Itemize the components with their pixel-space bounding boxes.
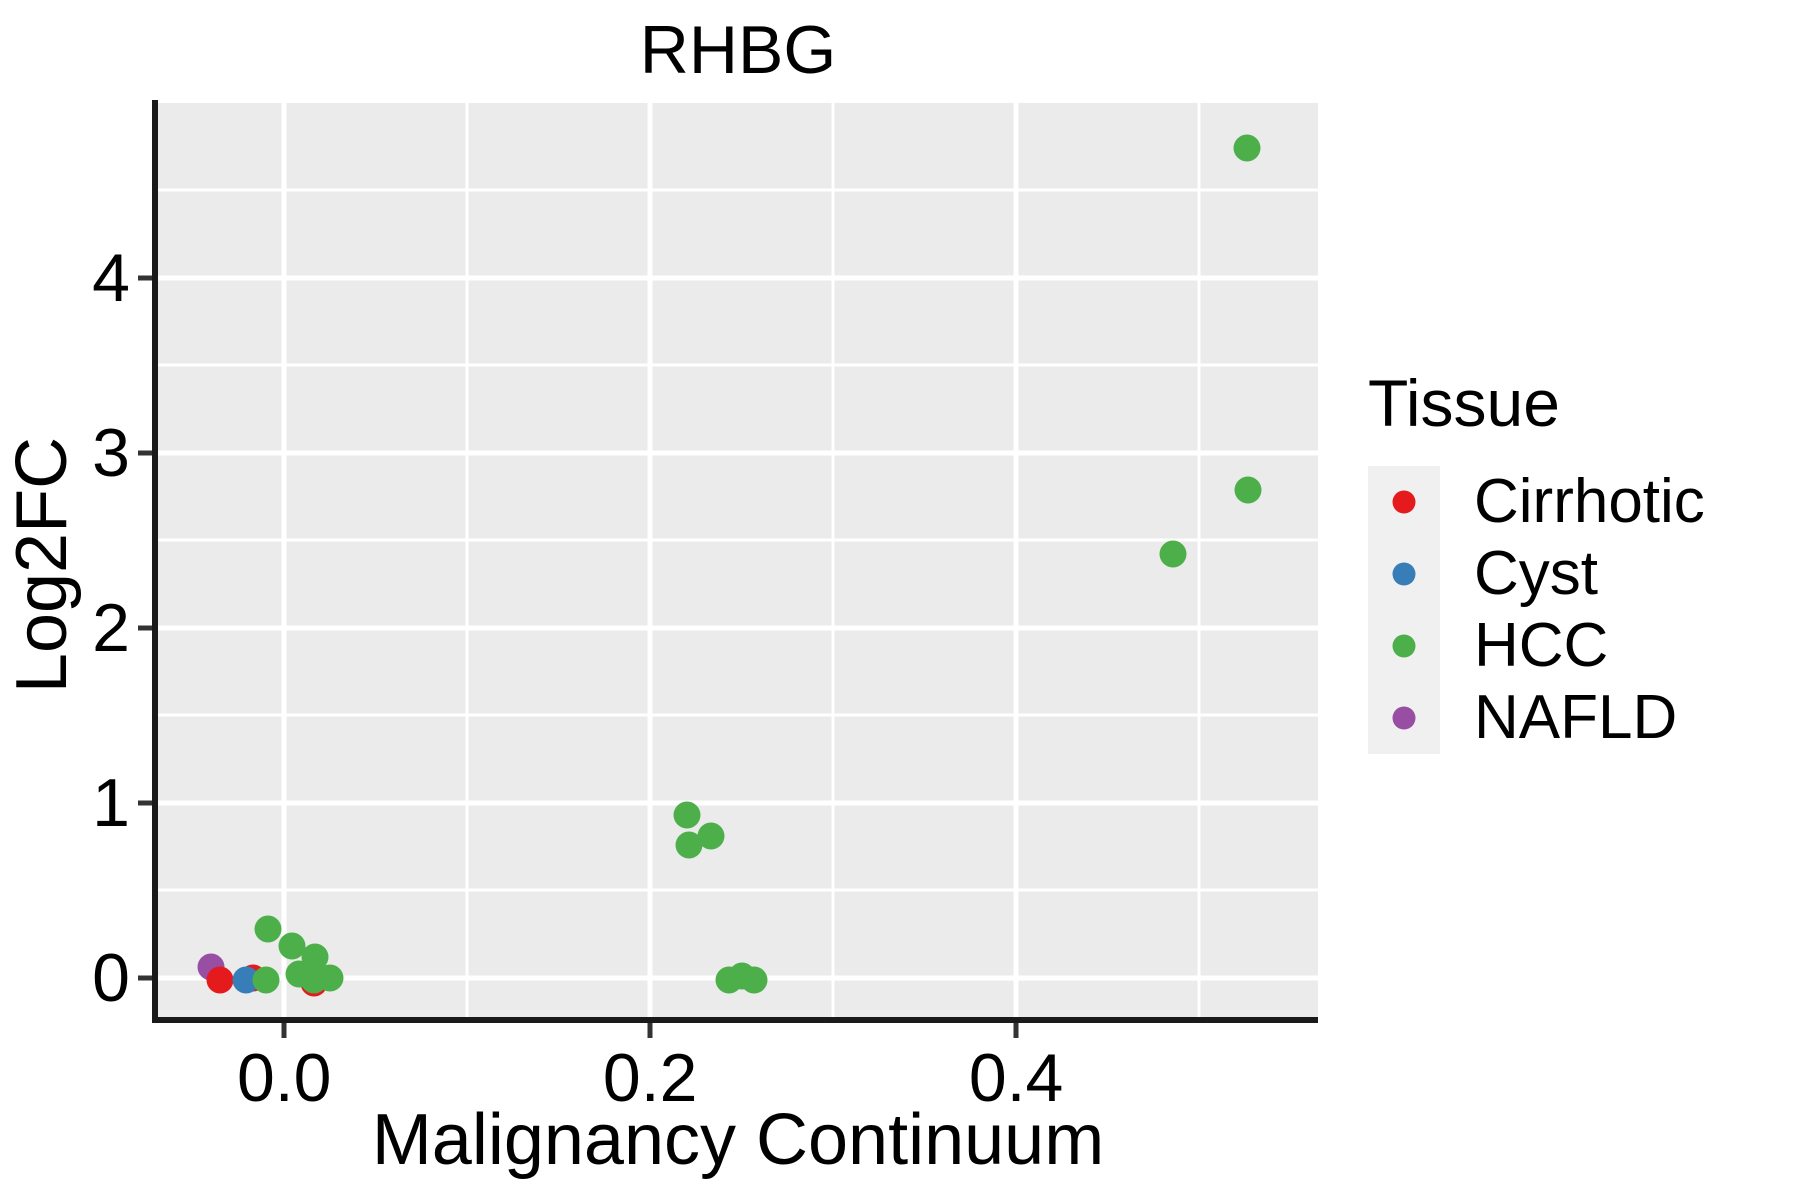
legend-row-cirrhotic: Cirrhotic	[1368, 466, 1788, 538]
x-tick-label: 0.2	[602, 1040, 698, 1116]
y-axis-title: Log2FC	[2, 436, 82, 694]
scatter-point-hcc	[1234, 476, 1262, 504]
x-axis-title: Malignancy Continuum	[371, 1100, 1105, 1180]
legend-key	[1368, 538, 1440, 610]
x-gridline-major	[647, 103, 653, 1017]
x-gridline-major	[1013, 103, 1019, 1017]
legend: Tissue Cirrhotic Cyst HCC NAFLD	[1368, 366, 1788, 754]
legend-key	[1368, 466, 1440, 538]
y-gridline-minor	[158, 538, 1318, 542]
scatter-point-hcc	[254, 915, 282, 943]
y-tick	[138, 800, 152, 806]
scatter-point-cirrhotic	[206, 966, 234, 994]
y-tick-label: 3	[92, 414, 130, 491]
cirrhotic-swatch-icon	[1392, 490, 1416, 514]
legend-row-nafld: NAFLD	[1368, 682, 1788, 754]
legend-title: Tissue	[1368, 366, 1560, 440]
y-tick	[138, 275, 152, 281]
y-gridline-major	[158, 275, 1318, 281]
y-gridline-minor	[158, 713, 1318, 717]
scatter-point-hcc	[316, 964, 344, 992]
x-tick	[647, 1023, 653, 1038]
cyst-swatch-icon	[1392, 562, 1416, 586]
scatter-point-hcc	[1233, 134, 1261, 162]
x-tick-label: 0.0	[236, 1040, 332, 1116]
plot-panel	[158, 103, 1318, 1017]
y-gridline-minor	[158, 188, 1318, 192]
x-gridline-major	[281, 103, 287, 1017]
legend-row-cyst: Cyst	[1368, 538, 1788, 610]
legend-label: HCC	[1474, 611, 1609, 680]
y-gridline-minor	[158, 888, 1318, 892]
legend-row-hcc: HCC	[1368, 610, 1788, 682]
y-tick-label: 4	[92, 239, 130, 316]
scatter-point-hcc	[697, 822, 725, 850]
x-gridline-minor	[831, 103, 835, 1017]
x-gridline-minor	[1197, 103, 1201, 1017]
legend-key	[1368, 610, 1440, 682]
x-tick	[281, 1023, 287, 1038]
scatter-point-hcc	[252, 966, 280, 994]
x-gridline-minor	[465, 103, 469, 1017]
y-tick-label: 2	[92, 589, 130, 666]
x-tick	[1013, 1023, 1019, 1038]
y-tick	[138, 450, 152, 456]
hcc-swatch-icon	[1392, 634, 1416, 658]
y-gridline-minor	[158, 363, 1318, 367]
y-axis-spine	[152, 100, 158, 1023]
y-gridline-major	[158, 800, 1318, 806]
legend-key	[1368, 682, 1440, 754]
x-tick-label: 0.4	[968, 1040, 1064, 1116]
legend-label: NAFLD	[1474, 683, 1678, 752]
scatter-point-hcc	[1159, 540, 1187, 568]
y-tick-label: 0	[92, 939, 130, 1016]
legend-label: Cirrhotic	[1474, 467, 1705, 536]
y-tick-label: 1	[92, 764, 130, 841]
y-gridline-major	[158, 450, 1318, 456]
scatter-point-hcc	[673, 801, 701, 829]
x-axis-spine	[152, 1017, 1318, 1023]
y-gridline-major	[158, 625, 1318, 631]
legend-entries: Cirrhotic Cyst HCC NAFLD	[1368, 466, 1788, 754]
scatter-point-hcc	[278, 932, 306, 960]
chart-title: RHBG	[639, 12, 837, 88]
scatter-point-hcc	[740, 966, 768, 994]
y-tick	[138, 625, 152, 631]
y-tick	[138, 975, 152, 981]
legend-label: Cyst	[1474, 539, 1598, 608]
nafld-swatch-icon	[1392, 706, 1416, 730]
